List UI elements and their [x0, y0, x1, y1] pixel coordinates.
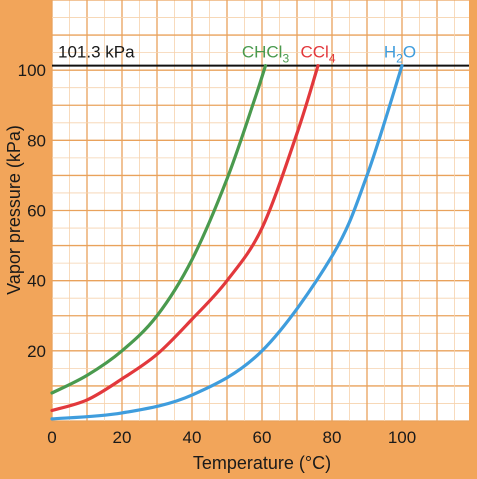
x-tick-label: 20 — [113, 428, 132, 447]
y-tick-label: 60 — [27, 202, 46, 221]
x-tick-label: 60 — [253, 428, 272, 447]
series-line-chcl3 — [50, 64, 268, 395]
tick-labels: 0 20 40 60 80 100 20 40 60 80 100 — [18, 61, 417, 447]
y-tick-label: 80 — [27, 131, 46, 150]
y-tick-label: 20 — [27, 342, 46, 361]
x-tick-label: 40 — [183, 428, 202, 447]
series-line-ccl4 — [50, 64, 320, 413]
y-tick-label: 100 — [18, 61, 46, 80]
y-axis-title: Vapor pressure (kPa) — [4, 125, 24, 295]
x-axis-title: Temperature (°C) — [193, 453, 331, 473]
series-line-h2o — [50, 64, 404, 421]
series-label-h2o: H2O — [384, 43, 416, 66]
reference-line-label: 101.3 kPa — [58, 43, 135, 62]
x-tick-label: 100 — [388, 428, 416, 447]
y-tick-label: 40 — [27, 272, 46, 291]
x-tick-label: 0 — [47, 428, 56, 447]
series-label-ccl4: CCl4 — [300, 43, 335, 66]
series-layer: CHCl3 CCl4 H2O — [50, 43, 416, 421]
series-label-chcl3: CHCl3 — [242, 43, 290, 66]
x-tick-label: 80 — [323, 428, 342, 447]
